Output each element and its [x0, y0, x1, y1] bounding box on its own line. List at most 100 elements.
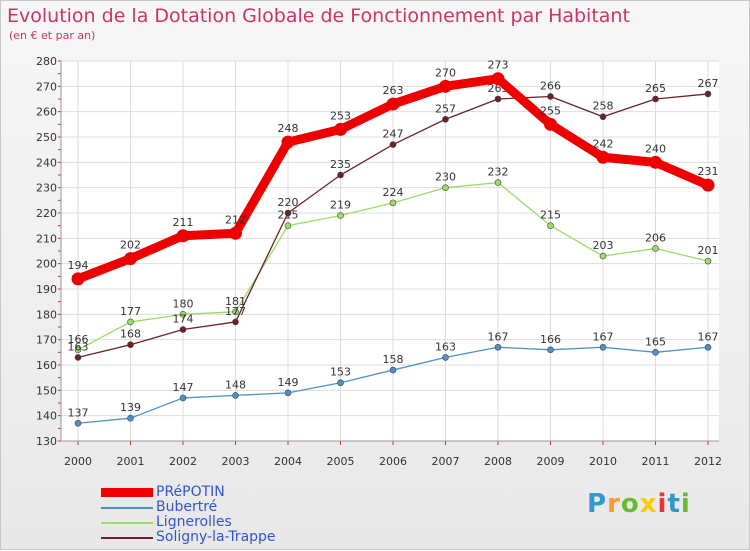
data-label: 149 — [278, 376, 299, 389]
data-label: 168 — [120, 328, 141, 341]
data-point — [74, 346, 82, 354]
data-label: 177 — [225, 305, 246, 318]
data-label: 220 — [278, 196, 299, 209]
y-tick-label: 130 — [36, 435, 57, 448]
data-label: 248 — [278, 122, 299, 135]
data-label: 267 — [698, 77, 719, 90]
y-tick-label: 200 — [36, 258, 57, 271]
data-point — [599, 343, 607, 351]
data-label: 137 — [68, 406, 89, 419]
data-label: 219 — [330, 199, 351, 212]
y-tick-label: 140 — [36, 410, 57, 423]
data-point — [229, 226, 242, 240]
logo-letter: o — [620, 489, 640, 519]
legend-item-soligny[interactable]: Soligny-la-Trappe — [101, 530, 276, 545]
x-tick-label: 2001 — [117, 455, 145, 468]
data-point — [389, 141, 397, 148]
y-tick-label: 240 — [36, 156, 57, 169]
data-point — [124, 252, 137, 266]
data-point — [442, 354, 449, 361]
data-point — [494, 179, 502, 186]
legend-item-lignerolles[interactable]: Lignerolles — [101, 515, 276, 530]
logo-letter: x — [639, 489, 658, 519]
data-label: 247 — [383, 128, 404, 141]
data-point — [652, 349, 659, 356]
data-point — [74, 419, 82, 427]
data-point — [337, 171, 344, 179]
data-label: 203 — [593, 239, 614, 252]
data-label: 270 — [435, 66, 456, 79]
data-point — [599, 252, 607, 260]
data-point — [284, 222, 292, 229]
legend-label: PRéPOTIN — [156, 484, 225, 500]
data-label: 242 — [593, 137, 614, 150]
y-tick-label: 150 — [36, 384, 57, 397]
y-tick-label: 260 — [36, 106, 57, 119]
x-tick-label: 2008 — [484, 455, 512, 468]
data-label: 235 — [330, 158, 351, 171]
data-label: 165 — [645, 335, 666, 348]
data-point — [442, 115, 449, 123]
data-label: 194 — [68, 259, 89, 272]
proxiti-logo: Proxiti — [587, 489, 691, 519]
legend-item-prepotin[interactable]: PRéPOTIN — [101, 485, 276, 500]
data-point — [599, 113, 607, 121]
data-label: 265 — [645, 82, 666, 95]
x-tick-label: 2009 — [537, 455, 565, 468]
data-point — [337, 212, 344, 219]
data-label: 211 — [173, 216, 194, 229]
logo-letter: t — [667, 489, 681, 519]
data-label: 167 — [593, 330, 614, 343]
plot-background — [61, 61, 719, 441]
logo-letter: i — [657, 489, 668, 519]
data-point — [232, 392, 239, 399]
data-label: 167 — [698, 330, 719, 343]
data-point — [547, 346, 554, 354]
data-point — [337, 379, 344, 387]
data-label: 139 — [120, 401, 141, 414]
legend-label: Bubertré — [156, 499, 218, 515]
data-label: 266 — [540, 79, 561, 92]
data-label: 255 — [540, 104, 561, 117]
x-tick-label: 2000 — [64, 455, 92, 468]
data-label: 158 — [383, 353, 404, 366]
data-label: 166 — [68, 333, 89, 346]
data-point — [281, 135, 295, 149]
data-label: 263 — [383, 84, 404, 97]
legend-label: Soligny-la-Trappe — [156, 529, 276, 545]
data-label: 231 — [698, 165, 719, 178]
logo-letter: P — [587, 489, 608, 519]
y-tick-label: 180 — [36, 308, 57, 321]
x-tick-label: 2012 — [694, 455, 722, 468]
data-label: 257 — [435, 102, 456, 115]
chart-subtitle: (en € et par an) — [9, 29, 96, 42]
data-point — [334, 122, 347, 136]
data-label: 153 — [330, 366, 351, 379]
data-point — [386, 97, 400, 111]
data-point — [179, 311, 187, 318]
x-tick-label: 2004 — [274, 455, 302, 468]
data-label: 224 — [383, 186, 404, 199]
legend-swatch — [101, 506, 153, 509]
legend: PRéPOTIN Bubertré Lignerolles Soligny-la… — [101, 485, 276, 545]
legend-item-bubertre[interactable]: Bubertré — [101, 500, 276, 515]
logo-letter: i — [680, 489, 691, 519]
data-label: 177 — [120, 305, 141, 318]
data-point — [439, 79, 452, 93]
data-point — [71, 272, 85, 286]
data-point — [232, 308, 239, 316]
data-point — [389, 366, 397, 374]
x-tick-label: 2007 — [432, 455, 460, 468]
data-point — [74, 354, 82, 361]
data-label: 163 — [435, 340, 456, 353]
x-tick-label: 2003 — [222, 455, 250, 468]
data-point — [284, 389, 292, 397]
x-tick-label: 2005 — [327, 455, 355, 468]
data-point — [179, 394, 187, 402]
data-label: 166 — [540, 333, 561, 346]
y-tick-label: 250 — [36, 131, 57, 144]
data-label: 258 — [593, 100, 614, 113]
y-tick-label: 160 — [36, 359, 57, 372]
y-tick-label: 190 — [36, 283, 57, 296]
